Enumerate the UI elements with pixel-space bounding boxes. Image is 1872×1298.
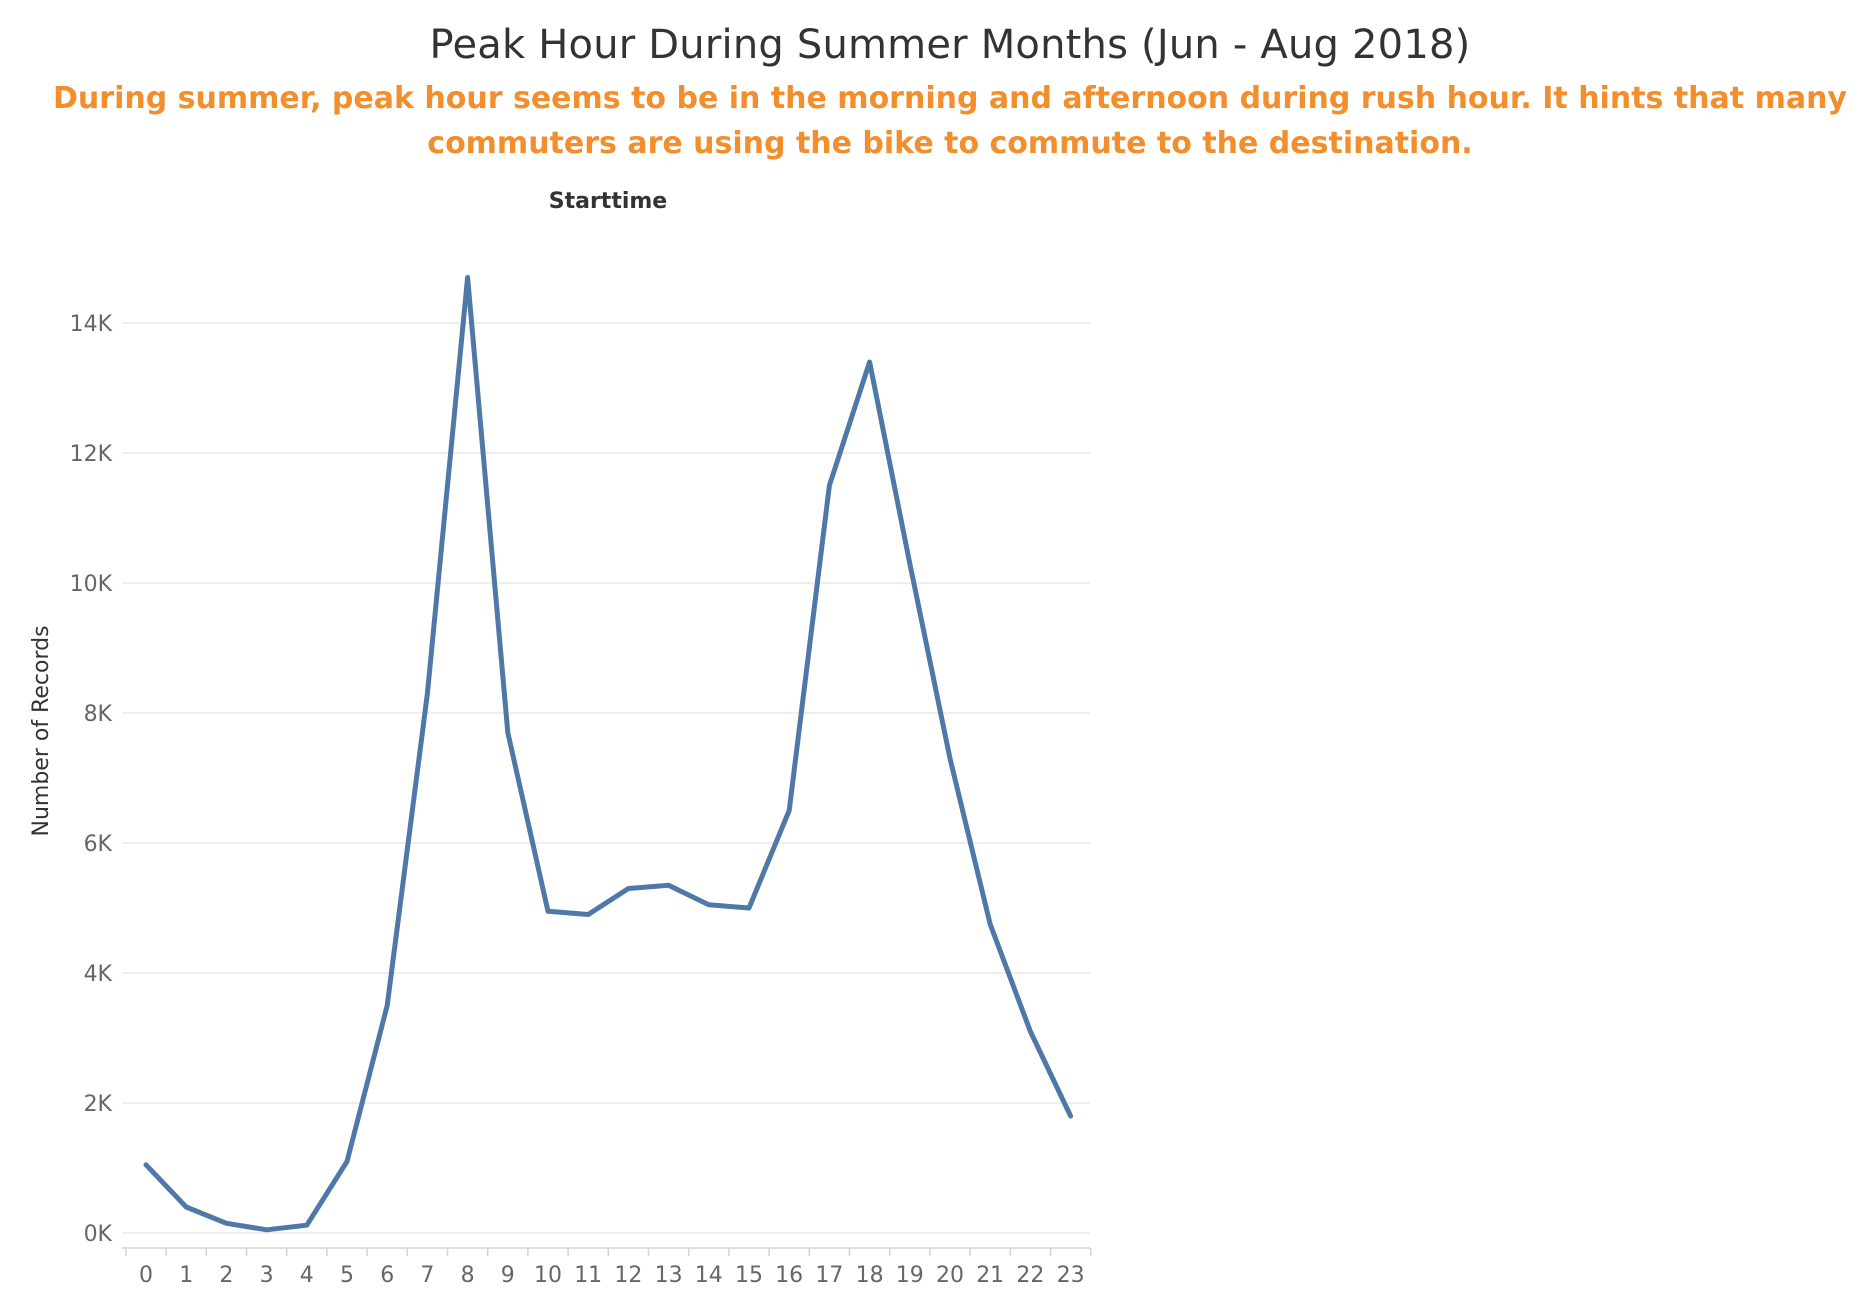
gridlines — [122, 322, 1090, 1234]
series-line — [143, 275, 1074, 1233]
x-tick-label: 20 — [936, 1263, 964, 1288]
x-tick-label: 10 — [534, 1263, 562, 1288]
x-tick-label: 4 — [300, 1263, 314, 1288]
y-tick-label: 12K — [70, 442, 113, 467]
x-tick-label: 18 — [856, 1263, 884, 1288]
x-axis-ticks: 0 1 2 3 4 5 6 7 8 9 10 11 12 13 14 15 16 17 18 19 20 21 22 23 — [139, 1263, 1085, 1288]
x-tick-label: 22 — [1016, 1263, 1044, 1288]
x-tick-label: 1 — [179, 1263, 193, 1288]
x-tick-label: 11 — [574, 1263, 602, 1288]
y-tick-label: 8K — [84, 702, 113, 727]
x-tick-label: 15 — [735, 1263, 763, 1288]
y-tick-label: 6K — [84, 832, 113, 857]
x-tick-label: 5 — [340, 1263, 354, 1288]
x-tick-label: 21 — [976, 1263, 1004, 1288]
y-tick-label: 4K — [84, 962, 113, 987]
chart-subtitle: During summer, peak hour seems to be in … — [53, 81, 1847, 161]
x-tick-label: 9 — [501, 1263, 515, 1288]
y-tick-label: 2K — [84, 1092, 113, 1117]
x-tick-label: 0 — [139, 1263, 153, 1288]
x-tick-label: 23 — [1057, 1263, 1085, 1288]
x-tick-label: 2 — [219, 1263, 233, 1288]
y-axis-ticks: 0K 2K 4K 6K 8K 10K 12K 14K — [70, 312, 113, 1247]
x-tick-label: 12 — [614, 1263, 642, 1288]
x-tick-label: 19 — [896, 1263, 924, 1288]
series-layer — [143, 275, 1074, 1233]
y-tick-label: 0K — [84, 1222, 113, 1247]
y-tick-label: 14K — [70, 312, 113, 337]
x-tick-label: 3 — [260, 1263, 274, 1288]
chart-title: Peak Hour During Summer Months (Jun - Au… — [429, 22, 1471, 68]
x-tick-label: 6 — [380, 1263, 394, 1288]
column-header-starttime: Starttime — [549, 189, 667, 214]
y-axis-title: Number of Records — [29, 625, 54, 836]
x-tick-label: 8 — [461, 1263, 475, 1288]
axes — [122, 1247, 1092, 1256]
x-tick-label: 16 — [775, 1263, 803, 1288]
y-tick-label: 10K — [70, 572, 113, 597]
x-tick-label: 7 — [420, 1263, 434, 1288]
x-tick-label: 14 — [695, 1263, 723, 1288]
x-tick-label: 17 — [815, 1263, 843, 1288]
x-tick-label: 13 — [655, 1263, 683, 1288]
